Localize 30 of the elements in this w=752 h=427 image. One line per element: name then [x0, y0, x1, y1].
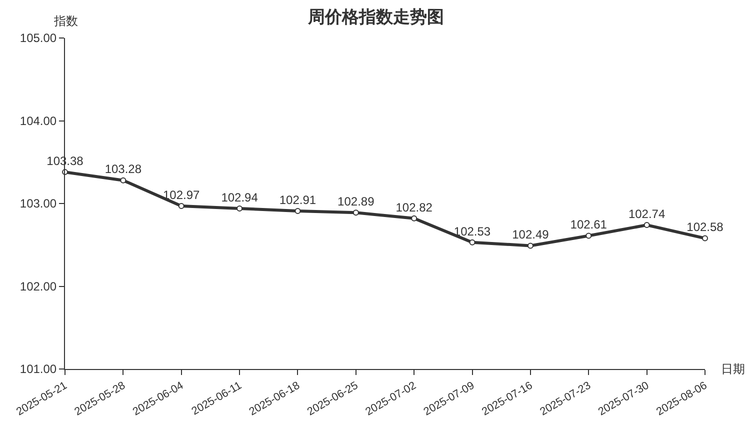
point [236, 205, 243, 212]
data-label: 102.49 [512, 228, 550, 242]
data-label: 102.74 [628, 206, 666, 221]
point [644, 222, 650, 228]
y-tick-label: 103.00 [20, 196, 57, 211]
point [527, 242, 534, 249]
point [411, 215, 418, 222]
chart-title: 周价格指数走势图 [307, 8, 444, 27]
y-tick-label: 104.00 [20, 114, 57, 128]
data-label: 102.97 [163, 188, 200, 202]
point [294, 208, 301, 214]
data-label: 103.28 [104, 162, 142, 176]
point [586, 232, 592, 239]
point [702, 235, 708, 242]
data-label: 102.91 [279, 192, 316, 207]
point [352, 210, 359, 216]
data-label: 102.53 [454, 224, 491, 238]
data-label: 102.89 [338, 194, 375, 208]
point [178, 202, 184, 209]
point [469, 239, 476, 246]
data-label: 102.61 [570, 218, 608, 232]
data-label: 102.94 [221, 190, 258, 204]
y-tick-label: 101.00 [20, 362, 57, 376]
x-axis-title: 日期 [721, 362, 745, 376]
y-tick-label: 105.00 [20, 31, 57, 46]
y-axis-title: 指数 [53, 14, 78, 28]
data-label: 102.82 [396, 200, 433, 214]
data-label: 102.58 [686, 220, 724, 234]
point [120, 177, 126, 184]
y-tick-label: 102.00 [20, 279, 57, 294]
